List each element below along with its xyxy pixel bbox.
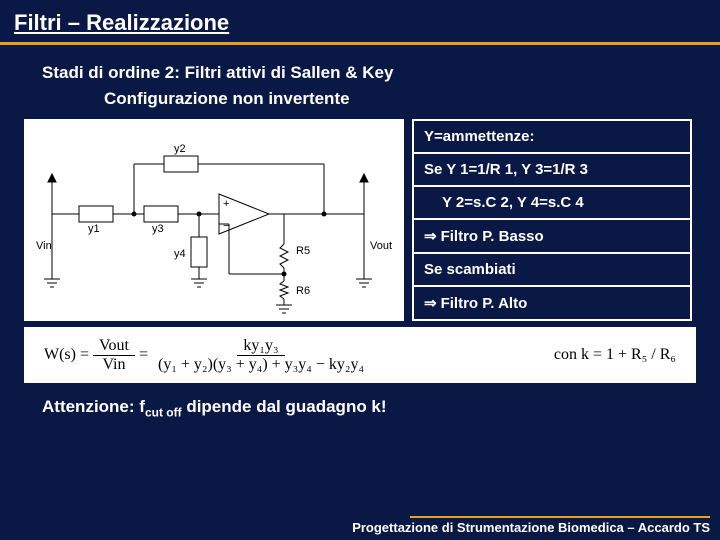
slide-footer: Progettazione di Strumentazione Biomedic… (352, 516, 710, 535)
opamp-plus: + (223, 198, 229, 210)
slide-header: Filtri – Realizzazione (0, 0, 720, 45)
opamp-minus: − (223, 220, 229, 232)
attn-suffix: dipende dal guadagno k! (182, 397, 387, 416)
frac2-num: ky₁y₃ (237, 337, 284, 356)
label-y1: y1 (88, 223, 100, 235)
label-r6: R6 (296, 285, 310, 297)
frac2-den: (y₁ + y₂)(y₃ + y₄) + y₃y₄ − ky₂y₄ (152, 356, 370, 374)
admittance-panel: Y=ammettenze: Se Y 1=1/R 1, Y 3=1/R 3 Y … (412, 119, 692, 321)
attn-prefix: Attenzione: f (42, 397, 145, 416)
panel-row-3: ⇒Filtro P. Basso (414, 220, 690, 254)
slide-content: Stadi di ordine 2: Filtri attivi di Sall… (0, 45, 720, 419)
frac1-den: Vin (96, 356, 131, 374)
transfer-function: W(s) = Vout Vin = ky₁y₃ (y₁ + y₂)(y₃ + y… (24, 327, 696, 383)
formula-frac2: ky₁y₃ (y₁ + y₂)(y₃ + y₄) + y₃y₄ − ky₂y₄ (152, 337, 370, 374)
panel-row-2-text: Y 2=s.C 2, Y 4=s.C 4 (424, 194, 680, 211)
frac1-num: Vout (93, 337, 135, 356)
panel-row-3-text: Filtro P. Basso (441, 228, 544, 245)
panel-row-2: Y 2=s.C 2, Y 4=s.C 4 (414, 187, 690, 220)
footer-text: Progettazione di Strumentazione Biomedic… (352, 520, 710, 535)
label-y2: y2 (174, 143, 186, 155)
slide-title: Filtri – Realizzazione (14, 10, 706, 36)
attention-note: Attenzione: fcut off dipende dal guadagn… (42, 397, 696, 419)
label-vin: Vin (36, 240, 52, 252)
label-r5: R5 (296, 245, 310, 257)
subtitle-line2: Configurazione non invertente (104, 89, 696, 109)
label-y4: y4 (174, 248, 186, 260)
panel-row-0: Y=ammettenze: (414, 121, 690, 154)
panel-row-4: Se scambiati (414, 254, 690, 287)
panel-row-5-text: Filtro P. Alto (441, 295, 528, 312)
arrow-icon: ⇒ (424, 294, 437, 312)
label-vout: Vout (370, 240, 392, 252)
arrow-icon: ⇒ (424, 227, 437, 245)
subtitle-line1: Stadi di ordine 2: Filtri attivi di Sall… (42, 63, 696, 83)
formula-eq: = (139, 346, 148, 364)
circuit-diagram: Vin Vout y1 y2 y3 y4 R5 R6 + − (24, 119, 404, 321)
footer-divider (410, 516, 710, 518)
formula-frac1: Vout Vin (93, 337, 135, 374)
panel-row-1: Se Y 1=1/R 1, Y 3=1/R 3 (414, 154, 690, 187)
diagram-row: Vin Vout y1 y2 y3 y4 R5 R6 + − Y=ammette… (24, 119, 696, 321)
formula-rhs: con k = 1 + R₅ / R₆ (554, 346, 676, 364)
label-y3: y3 (152, 223, 164, 235)
panel-row-5: ⇒Filtro P. Alto (414, 287, 690, 319)
formula-lhs: W(s) = (44, 346, 89, 364)
attn-sub: cut off (145, 405, 182, 419)
